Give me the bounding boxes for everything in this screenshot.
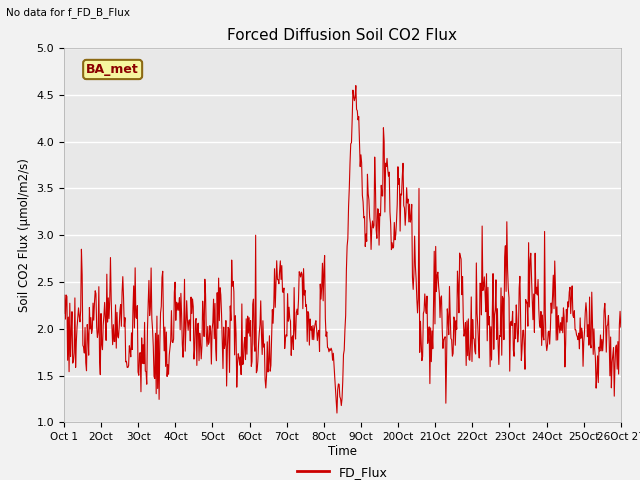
FD_Flux [255, 330, 263, 336]
Line: FD_Flux: FD_Flux [64, 85, 621, 413]
FD_Flux [617, 324, 625, 330]
FD_Flux [276, 258, 284, 264]
FD_Flux [333, 410, 340, 416]
X-axis label: Time: Time [328, 445, 357, 458]
FD_Flux [60, 311, 68, 316]
FD_Flux [228, 257, 236, 263]
FD_Flux [401, 222, 409, 228]
Text: BA_met: BA_met [86, 63, 139, 76]
FD_Flux [125, 343, 133, 348]
FD_Flux [352, 83, 360, 88]
Y-axis label: Soil CO2 Flux (μmol/m2/s): Soil CO2 Flux (μmol/m2/s) [18, 158, 31, 312]
Title: Forced Diffusion Soil CO2 Flux: Forced Diffusion Soil CO2 Flux [227, 28, 458, 43]
Text: No data for f_FD_B_Flux: No data for f_FD_B_Flux [6, 7, 131, 18]
FD_Flux [433, 288, 440, 294]
Legend: FD_Flux: FD_Flux [292, 460, 392, 480]
